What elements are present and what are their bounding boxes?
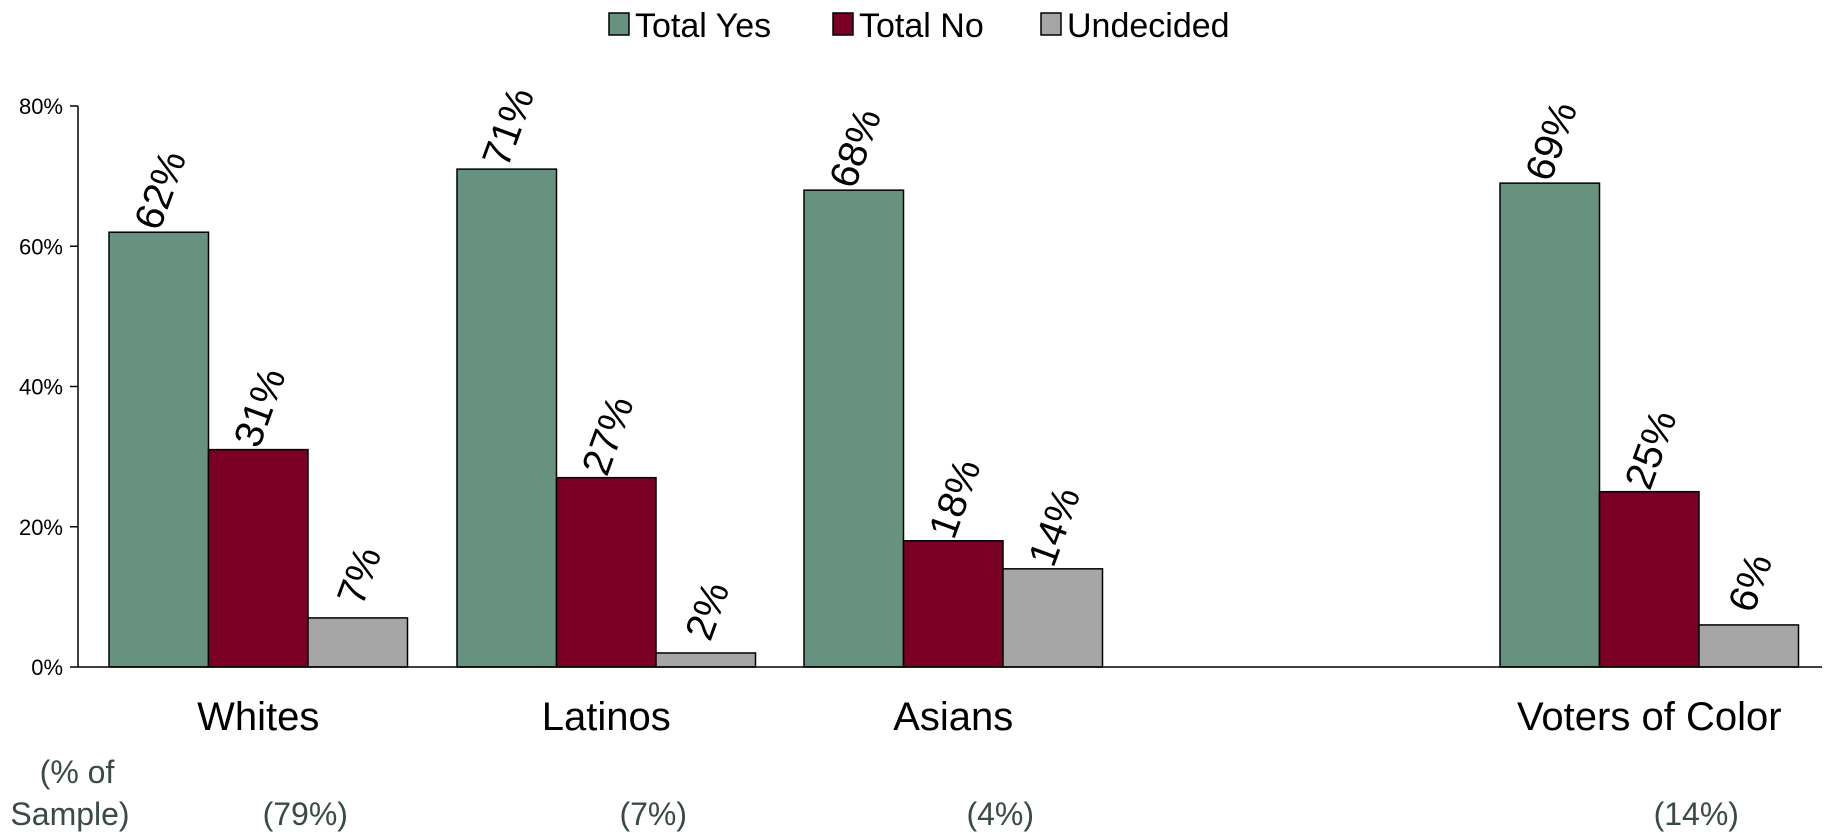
bar: [902, 540, 1004, 668]
data-label: 14%: [1020, 482, 1089, 572]
legend-swatch-3: [1040, 12, 1062, 36]
data-label: 68%: [821, 103, 890, 193]
data-label: 2%: [677, 576, 738, 645]
bars: [108, 168, 1800, 668]
bar: [1698, 624, 1800, 668]
bar: [803, 189, 905, 668]
legend: Total Yes Total No Undecided: [608, 7, 1230, 45]
sample-share: (79%): [263, 796, 348, 832]
legend-swatch-1: [608, 12, 630, 36]
sample-shares: (% of Sample) (79%) (7%) (4%) (14%): [10, 754, 1739, 832]
y-axis: 0% 20% 40% 60% 80%: [19, 94, 79, 680]
sample-share: (14%): [1654, 796, 1739, 832]
x-axis: Whites Latinos Asians Voters of Color: [78, 666, 1822, 739]
category-label: Voters of Color: [1517, 695, 1782, 739]
legend-swatch-2: [832, 12, 854, 36]
data-label: 18%: [921, 454, 990, 544]
data-label: 62%: [126, 145, 195, 235]
sample-header-line-1: (% of: [40, 754, 115, 790]
sample-share: (4%): [966, 796, 1034, 832]
sample-share: (7%): [619, 796, 687, 832]
bar: [456, 168, 558, 668]
bar: [555, 476, 657, 668]
y-tick-label: 60%: [19, 234, 63, 259]
data-label: 27%: [574, 391, 643, 481]
data-label: 69%: [1517, 96, 1586, 186]
bar: [108, 231, 210, 668]
sample-header-line-2: Sample): [10, 796, 129, 832]
bar: [1002, 568, 1104, 668]
category-label: Asians: [893, 695, 1013, 739]
y-tick-label: 40%: [19, 375, 63, 400]
y-tick-label: 20%: [19, 515, 63, 540]
data-label: 25%: [1617, 405, 1686, 495]
bar: [207, 448, 309, 668]
data-label: 71%: [474, 82, 543, 172]
bar: [1598, 490, 1700, 668]
legend-label-2: Total No: [859, 7, 984, 45]
bar: [1499, 182, 1601, 668]
category-label: Latinos: [542, 695, 671, 739]
category-label: Whites: [197, 695, 319, 739]
legend-label-1: Total Yes: [635, 7, 771, 45]
bar: [307, 617, 409, 668]
data-label: 31%: [226, 362, 295, 452]
legend-label-3: Undecided: [1067, 7, 1230, 45]
data-label: 6%: [1720, 548, 1781, 617]
data-label: 7%: [329, 541, 390, 610]
bar: [655, 652, 757, 668]
y-tick-label: 0%: [31, 655, 63, 680]
y-tick-label: 80%: [19, 94, 63, 119]
